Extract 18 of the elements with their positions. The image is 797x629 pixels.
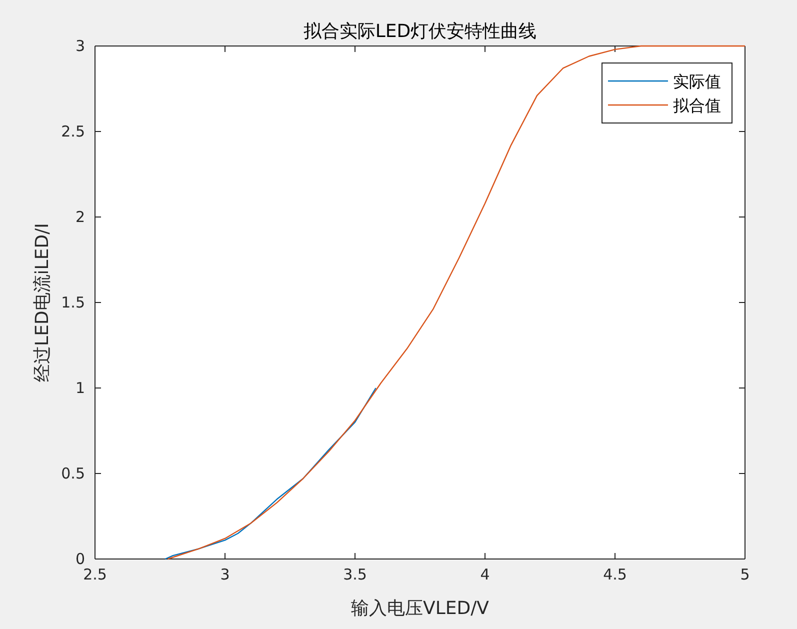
x-tick-label: 5 xyxy=(740,566,750,584)
line-series xyxy=(164,387,376,560)
y-tick-label: 2.5 xyxy=(61,122,85,140)
y-tick-label: 1 xyxy=(75,378,85,397)
legend-label: 实际值 xyxy=(673,72,721,91)
x-tick-label: 3.5 xyxy=(343,566,367,584)
x-tick-label: 4.5 xyxy=(603,566,627,584)
y-tick-label: 1.5 xyxy=(61,293,85,312)
y-tick-label: 3 xyxy=(75,36,85,55)
y-tick-label: 2 xyxy=(75,208,85,226)
y-tick-label: 0 xyxy=(75,550,85,568)
x-tick-label: 3 xyxy=(220,566,230,584)
x-tick-label: 4 xyxy=(480,566,490,584)
chart-title: 拟合实际LED灯伏安特性曲线 xyxy=(303,21,537,42)
x-axis-title: 输入电压VLED/V xyxy=(351,598,490,619)
y-tick-label: 0.5 xyxy=(61,464,85,482)
legend-label: 拟合值 xyxy=(673,96,721,115)
y-axis-title: 经过LED电流iLED/I xyxy=(32,223,53,382)
